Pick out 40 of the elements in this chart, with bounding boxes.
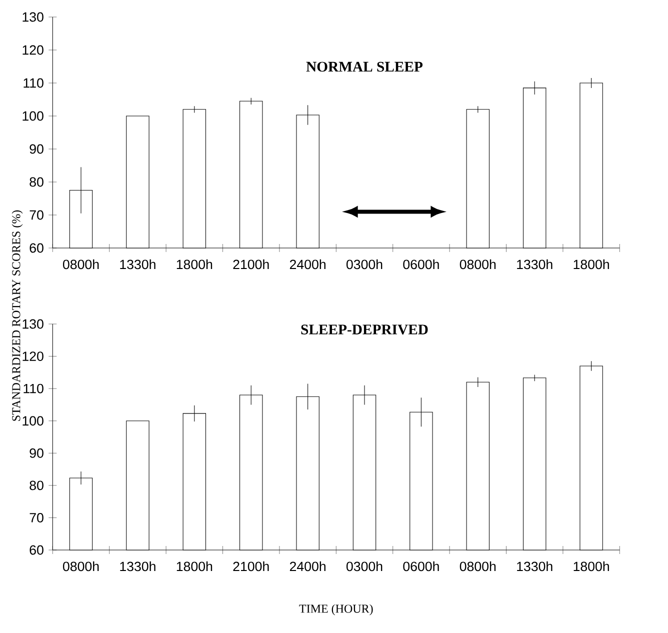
x-tick-label: 1330h: [517, 561, 552, 572]
y-tick-label: 80: [30, 177, 44, 187]
x-tick-label: 1800h: [176, 561, 212, 572]
x-tick-label: 1800h: [574, 259, 609, 270]
y-axis-title: STANDARDIZED ROTARY SCORES (%): [12, 210, 23, 421]
x-tick-label: 1330h: [120, 561, 156, 572]
x-tick-label: 2100h: [233, 561, 269, 572]
y-tick-label: 110: [24, 384, 44, 394]
x-tick-label: 1330h: [517, 259, 552, 270]
text: NORMAL SLEEP: [306, 62, 423, 72]
y-tick-label: 60: [30, 545, 44, 555]
y-tick-label: 120: [22, 45, 44, 55]
x-tick-label: 0800h: [62, 259, 99, 270]
y-tick-label: 60: [30, 243, 44, 253]
x-axis-title: TIME (HOUR): [299, 604, 373, 616]
x-tick-label: 1330h: [120, 259, 156, 270]
x-tick-label: 1800h: [176, 259, 212, 270]
x-tick-label: 0300h: [346, 561, 382, 572]
y-tick-label: 130: [22, 12, 44, 22]
x-tick-label: 0300h: [346, 259, 382, 270]
y-tick-label: 100: [22, 416, 44, 426]
x-tick-label: 0800h: [460, 259, 496, 270]
x-tick-label: 1800h: [574, 561, 609, 572]
y-tick-label: 70: [30, 513, 44, 522]
x-tick-label: 0800h: [62, 561, 99, 572]
x-tick-label: 2400h: [290, 561, 326, 572]
y-tick-label: 130: [22, 319, 44, 329]
x-tick-label: 0800h: [460, 561, 496, 572]
y-tick-label: 70: [30, 210, 44, 220]
x-tick-label: 2400h: [290, 259, 326, 270]
x-tick-label: 0600h: [403, 259, 439, 270]
y-tick-label: 100: [22, 111, 44, 121]
x-tick-label: 0600h: [403, 561, 439, 572]
y-tick-label: 110: [24, 78, 44, 88]
chart-title: SLEEP-DEPRIVED: [301, 324, 428, 335]
y-tick-label: 80: [30, 480, 44, 490]
y-tick-label: 120: [22, 352, 44, 361]
x-tick-label: 2100h: [233, 259, 269, 270]
y-tick-label: 90: [30, 448, 44, 458]
y-tick-label: 90: [30, 144, 44, 154]
